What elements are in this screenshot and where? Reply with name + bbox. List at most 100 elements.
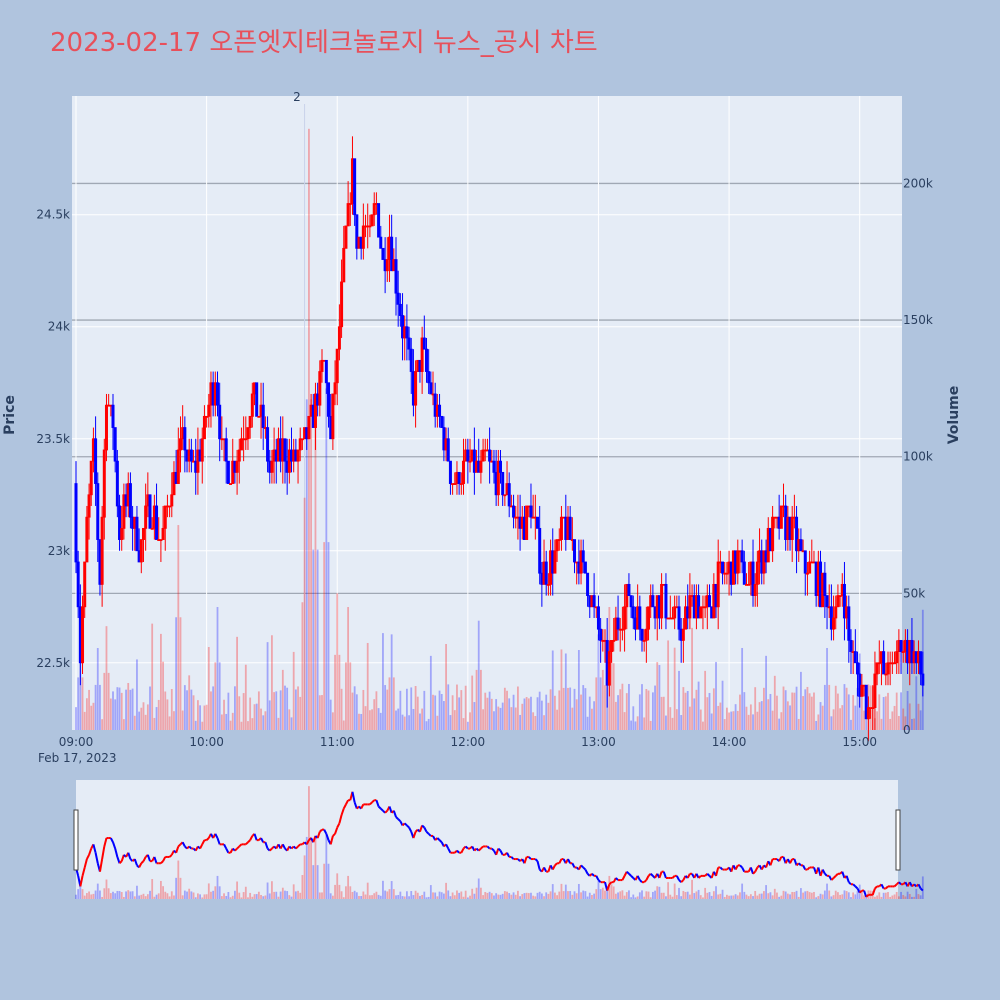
candle-body	[438, 404, 442, 417]
navigator-segment	[719, 866, 724, 871]
navigator-volume-bar	[81, 889, 84, 899]
navigator-segment	[142, 856, 147, 862]
volume-bar	[599, 677, 602, 730]
volume-bar	[347, 607, 350, 730]
navigator-volume-bar	[782, 890, 785, 899]
volume-bar	[453, 710, 456, 730]
navigator-volume-bar	[203, 894, 206, 899]
volume-bar	[207, 647, 210, 730]
navigator-volume-bar	[562, 891, 565, 899]
candle-body	[122, 494, 126, 529]
candle-body	[113, 427, 117, 462]
candle-body	[638, 606, 642, 630]
candle-body	[170, 494, 174, 507]
range-slider-background[interactable]	[76, 780, 898, 899]
navigator-segment	[423, 827, 428, 833]
navigator-volume-bar	[826, 883, 828, 899]
navigator-segment	[323, 829, 328, 835]
navigator-volume-bar	[706, 892, 709, 899]
navigator-segment	[369, 801, 373, 806]
x-date-label: Feb 17, 2023	[38, 751, 117, 765]
navigator-segment	[769, 858, 774, 866]
navigator-segment	[913, 883, 917, 888]
candle-body	[838, 595, 842, 597]
time-axis: 09:00 10:00 11:00 12:00 13:00 14:00 15:00	[59, 735, 877, 749]
navigator-segment	[752, 870, 756, 875]
navigator-volume-bar	[684, 892, 687, 899]
navigator-volume-bar	[188, 888, 191, 899]
volume-bar	[856, 687, 859, 730]
navigator-volume-bar	[183, 890, 186, 899]
navigator-volume-bar	[181, 895, 184, 899]
navigator-segment	[832, 875, 837, 879]
volume-bar	[490, 698, 493, 730]
range-slider-right-handle[interactable]	[895, 809, 901, 871]
navigator-volume-bar	[634, 897, 637, 899]
navigator-volume-bar	[904, 896, 907, 899]
navigator-volume-bar	[841, 894, 844, 899]
volume-bar	[593, 701, 596, 730]
navigator-volume-bar	[325, 834, 328, 899]
navigator-segment	[464, 845, 469, 850]
volume-bar	[708, 692, 711, 730]
navigator-segment	[260, 837, 265, 843]
volume-bar	[538, 691, 541, 730]
volume-bar	[510, 707, 513, 730]
volume-bar	[223, 699, 225, 730]
candle-body	[96, 483, 100, 540]
candle-body	[856, 662, 860, 675]
navigator-segment	[336, 822, 341, 828]
navigator-segment	[297, 843, 301, 848]
volume-bar	[758, 702, 761, 730]
volume-bar	[919, 710, 922, 730]
volume-bar	[765, 655, 767, 730]
navigator-volume-bar	[336, 873, 339, 899]
navigator-segment	[606, 883, 611, 891]
volume-bar	[643, 717, 646, 730]
candle-body	[525, 505, 529, 540]
navigator-volume-bar	[612, 886, 615, 899]
navigator-volume-bar	[667, 882, 670, 899]
navigator-segment	[88, 848, 93, 856]
candle-body	[440, 415, 444, 428]
candle-body	[202, 415, 206, 440]
volume-bar	[466, 721, 469, 730]
navigator-segment	[342, 803, 347, 810]
navigator-volume-bar	[460, 891, 463, 899]
navigator-volume-bar	[884, 892, 887, 899]
volume-bar	[342, 720, 345, 730]
navigator-volume-bar	[527, 893, 530, 899]
navigator-segment	[395, 816, 399, 820]
volume-bar	[771, 710, 774, 730]
volume-bar	[850, 719, 852, 730]
volume-bar	[791, 692, 794, 730]
navigator-segment	[486, 845, 491, 850]
candle-body	[725, 572, 729, 575]
navigator-volume-bar	[403, 896, 406, 899]
volume-bar	[704, 670, 707, 730]
navigator-segment	[636, 875, 641, 881]
volume-bar	[349, 662, 352, 730]
volume-bar	[271, 635, 273, 730]
navigator-volume-bar	[194, 897, 197, 899]
navigator-volume-bar	[878, 892, 881, 899]
navigator-segment	[639, 879, 643, 883]
navigator-volume-bar	[854, 894, 857, 899]
volume-bar	[597, 634, 600, 730]
volume-bar	[96, 648, 99, 730]
volume-bar	[471, 675, 474, 730]
volume-bar	[902, 708, 905, 730]
volume-bar	[386, 689, 389, 730]
volume-bar	[129, 689, 132, 730]
volume-bar	[177, 525, 180, 730]
navigator-volume-bar	[88, 891, 90, 899]
volume-bar	[656, 662, 659, 730]
navigator-volume-bar	[808, 892, 811, 899]
candle-body	[779, 505, 783, 529]
navigator-segment	[98, 858, 104, 872]
volume-bar	[480, 669, 482, 730]
volume-bar	[260, 708, 262, 730]
range-slider-left-handle[interactable]	[73, 809, 79, 871]
volume-bar	[610, 651, 613, 730]
volume-bar	[575, 699, 578, 730]
